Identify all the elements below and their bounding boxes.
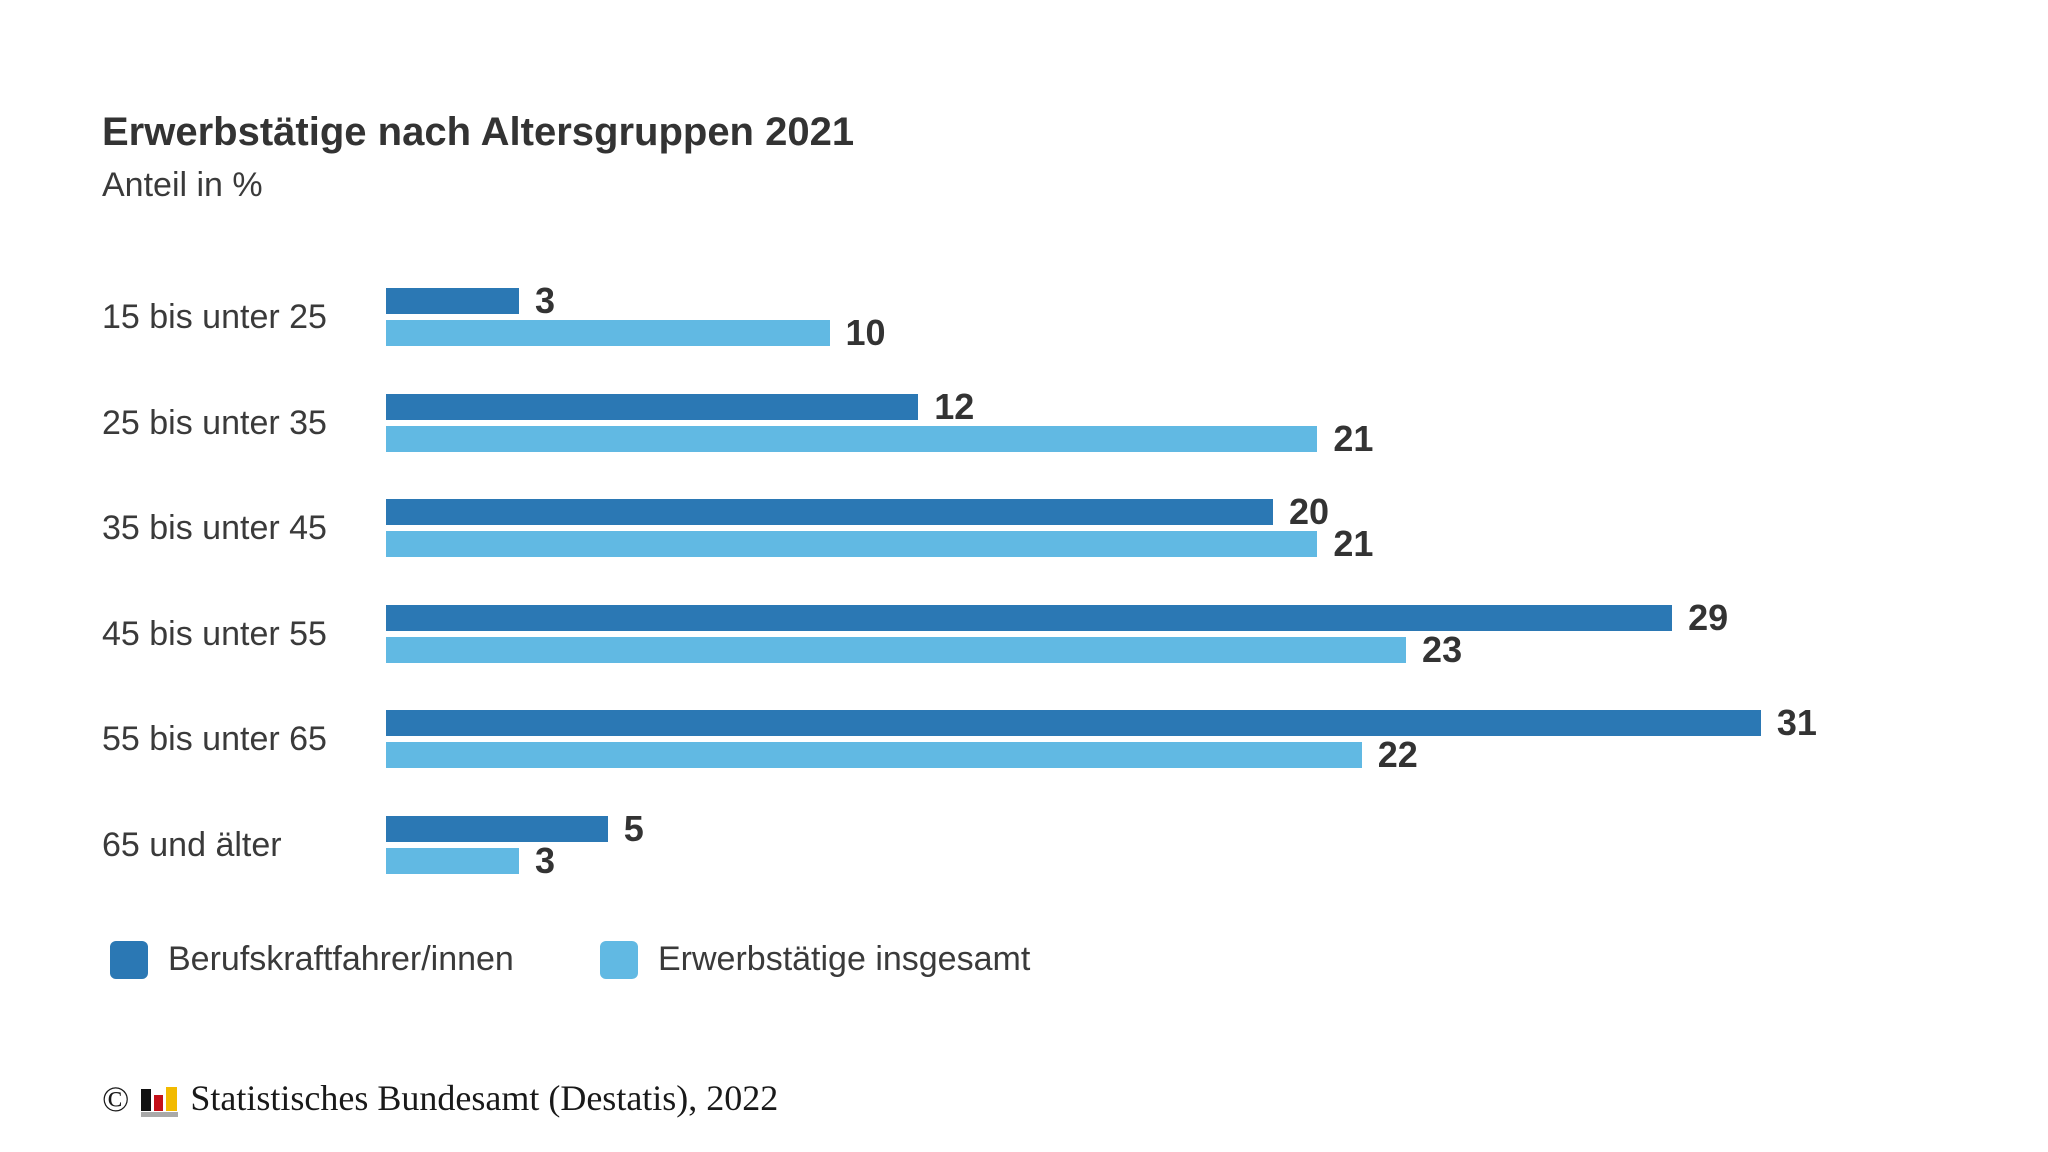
bar-berufskraftfahrer bbox=[386, 710, 1761, 737]
legend-item-erwerbstaetige: Erwerbstätige insgesamt bbox=[600, 940, 1030, 979]
value-label: 23 bbox=[1422, 628, 1463, 670]
bar-berufskraftfahrer bbox=[386, 499, 1273, 526]
chart-subtitle: Anteil in % bbox=[102, 166, 263, 204]
bar-erwerbstaetige-insgesamt bbox=[386, 742, 1362, 769]
legend-item-berufskraftfahrer: Berufskraftfahrer/innen bbox=[110, 940, 514, 979]
category-label: 35 bis unter 45 bbox=[102, 509, 327, 548]
value-label: 29 bbox=[1688, 596, 1729, 638]
legend-swatch-dark-blue-icon bbox=[110, 940, 148, 979]
bar-berufskraftfahrer bbox=[386, 393, 919, 420]
legend-label: Berufskraftfahrer/innen bbox=[168, 940, 514, 978]
chart-title: Erwerbstätige nach Altersgruppen 2021 bbox=[102, 110, 855, 154]
logo-bar-black bbox=[141, 1089, 152, 1111]
bar-erwerbstaetige-insgesamt bbox=[386, 320, 830, 346]
value-label: 31 bbox=[1776, 702, 1817, 744]
value-label: 3 bbox=[535, 840, 556, 881]
value-label: 21 bbox=[1333, 417, 1374, 459]
bar-erwerbstaetige-insgesamt bbox=[386, 531, 1318, 558]
value-label: 3 bbox=[535, 280, 556, 321]
category-label: 25 bis unter 35 bbox=[102, 403, 327, 442]
logo-bar-gold bbox=[166, 1087, 178, 1111]
bar-erwerbstaetige-insgesamt bbox=[386, 636, 1407, 663]
category-label: 15 bis unter 25 bbox=[102, 298, 327, 336]
value-label: 12 bbox=[934, 385, 975, 427]
logo-bar-red bbox=[154, 1095, 164, 1111]
source-footer: © Statistisches Bundesamt (Destatis), 20… bbox=[102, 1078, 778, 1118]
value-label: 21 bbox=[1333, 523, 1374, 565]
bar-berufskraftfahrer bbox=[386, 604, 1673, 631]
category-label: 55 bis unter 65 bbox=[102, 720, 327, 759]
destatis-bar-chart-logo-icon bbox=[141, 1084, 179, 1117]
category-label: 45 bis unter 55 bbox=[102, 614, 327, 653]
value-label: 22 bbox=[1377, 734, 1418, 776]
bar-berufskraftfahrer bbox=[386, 288, 520, 314]
legend-label: Erwerbstätige insgesamt bbox=[658, 940, 1031, 978]
value-label: 5 bbox=[623, 808, 644, 849]
category-label: 65 und älter bbox=[102, 826, 282, 864]
bar-erwerbstaetige-insgesamt bbox=[386, 848, 520, 874]
source-text: Statistisches Bundesamt (Destatis), 2022 bbox=[190, 1078, 779, 1118]
bar-berufskraftfahrer bbox=[386, 816, 608, 842]
copyright-symbol: © bbox=[102, 1079, 130, 1119]
value-label: 10 bbox=[845, 312, 886, 353]
legend-swatch-light-blue-icon bbox=[600, 940, 638, 979]
value-label: 20 bbox=[1289, 491, 1330, 533]
logo-base-bar bbox=[141, 1112, 179, 1117]
bar-erwerbstaetige-insgesamt bbox=[386, 425, 1318, 452]
